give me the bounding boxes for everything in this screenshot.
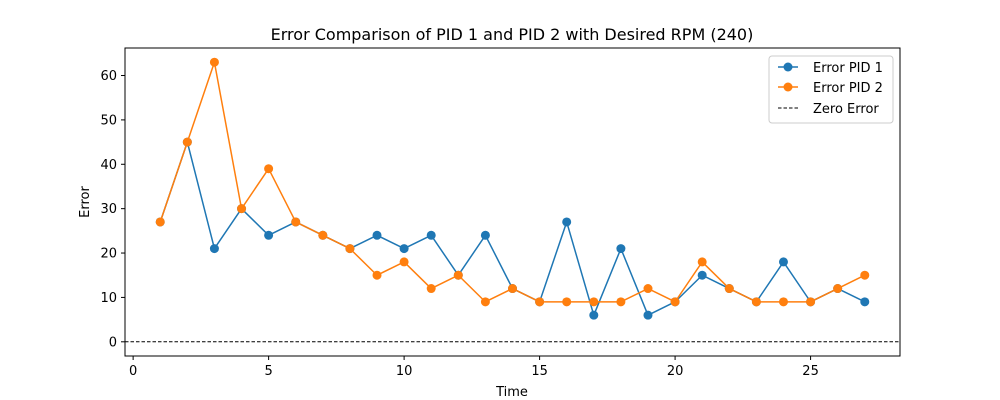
- axes-frame: [124, 47, 901, 357]
- data-point: [751, 297, 761, 307]
- data-point: [399, 244, 409, 254]
- data-point: [426, 230, 436, 240]
- x-axis-label: Time: [495, 385, 528, 400]
- data-point: [806, 297, 816, 307]
- chart-title: Error Comparison of PID 1 and PID 2 with…: [271, 25, 754, 44]
- y-tick-label: 0: [109, 335, 117, 350]
- x-tick-label: 15: [531, 364, 548, 379]
- y-axis: 0 10 20 30 40 50 60: [100, 69, 125, 350]
- data-point: [453, 270, 463, 280]
- legend-label-zero: Zero Error: [813, 102, 879, 117]
- plot-area: [125, 57, 900, 343]
- x-tick-label: 5: [264, 364, 272, 379]
- series-2: [155, 57, 870, 307]
- y-tick-label: 10: [100, 291, 117, 306]
- data-point: [670, 297, 680, 307]
- data-point: [372, 270, 382, 280]
- data-point: [616, 244, 626, 254]
- data-point: [860, 270, 870, 280]
- y-tick-label: 40: [100, 158, 117, 173]
- x-tick-label: 10: [396, 364, 413, 379]
- x-tick-label: 0: [129, 364, 137, 379]
- y-tick-label: 60: [100, 69, 117, 84]
- data-point: [237, 204, 247, 214]
- data-point: [372, 230, 382, 240]
- data-point: [264, 230, 274, 240]
- legend-label-pid1: Error PID 1: [813, 61, 883, 76]
- data-point: [778, 297, 788, 307]
- data-point: [562, 217, 572, 227]
- data-point: [345, 244, 355, 254]
- data-point: [589, 310, 599, 320]
- data-point: [833, 284, 843, 294]
- data-point: [182, 137, 192, 147]
- data-point: [697, 257, 707, 267]
- data-point: [616, 297, 626, 307]
- data-point: [291, 217, 301, 227]
- x-tick-label: 20: [667, 364, 684, 379]
- data-point: [426, 284, 436, 294]
- data-point: [155, 217, 165, 227]
- data-point: [209, 244, 219, 254]
- legend-swatch-marker-pid1: [783, 62, 793, 72]
- legend: Error PID 1 Error PID 2 Zero Error: [768, 55, 894, 124]
- data-point: [209, 57, 219, 67]
- data-point: [562, 297, 572, 307]
- legend-label-pid2: Error PID 2: [813, 81, 883, 96]
- data-point: [778, 257, 788, 267]
- data-point: [535, 297, 545, 307]
- data-point: [589, 297, 599, 307]
- data-point: [399, 257, 409, 267]
- data-point: [480, 297, 490, 307]
- x-tick-label: 25: [802, 364, 819, 379]
- legend-swatch-marker-pid2: [783, 82, 793, 92]
- data-point: [643, 284, 653, 294]
- data-point: [643, 310, 653, 320]
- y-tick-label: 20: [100, 247, 117, 262]
- data-point: [318, 230, 328, 240]
- data-point: [724, 284, 734, 294]
- data-point: [860, 297, 870, 307]
- data-point: [508, 284, 517, 294]
- y-axis-label: Error: [78, 186, 93, 218]
- y-tick-label: 50: [100, 113, 117, 128]
- data-point: [264, 164, 274, 174]
- data-point: [480, 230, 490, 240]
- x-axis: 0 5 10 15 20 25: [129, 356, 819, 379]
- legend-box: [768, 55, 894, 124]
- data-point: [697, 270, 707, 280]
- y-tick-label: 30: [100, 202, 117, 217]
